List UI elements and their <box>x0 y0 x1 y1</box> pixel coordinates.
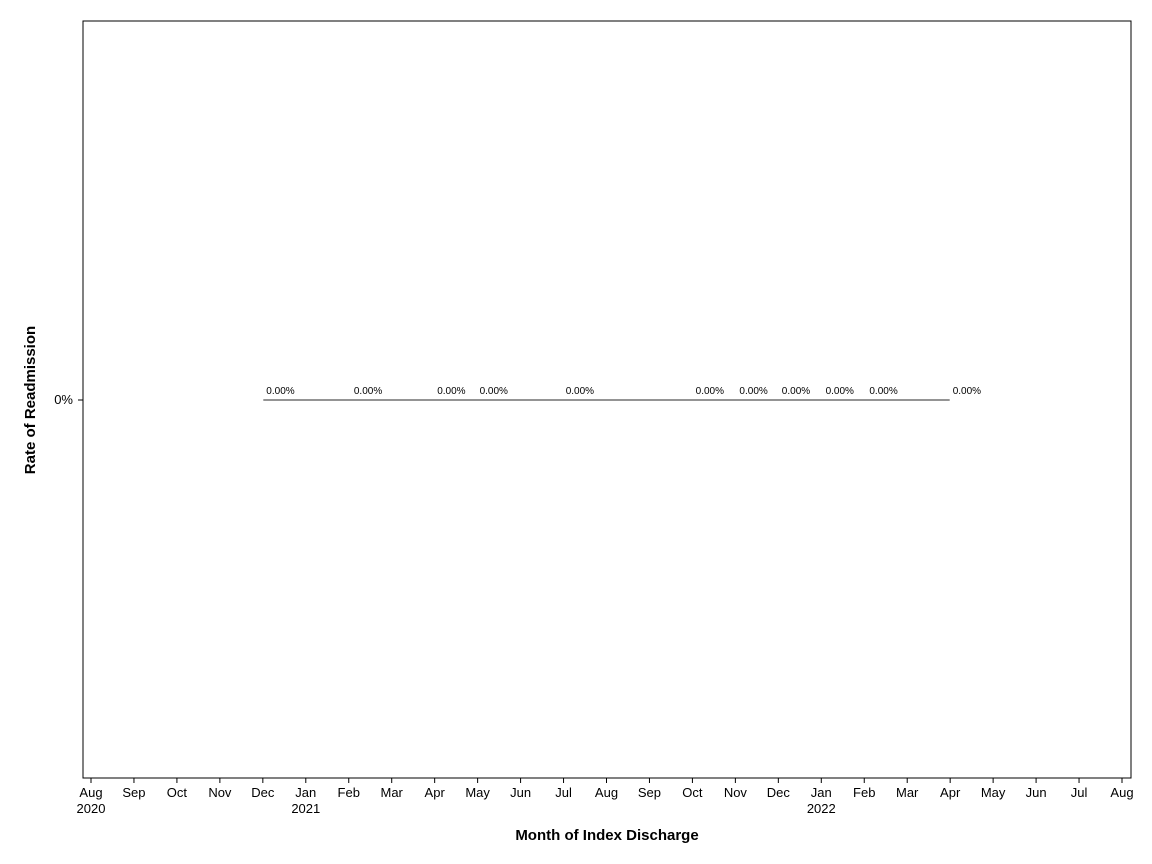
x-tick-label: Jun <box>510 785 531 800</box>
x-tick-label: Apr <box>940 785 961 800</box>
data-point-label: 0.00% <box>782 386 810 397</box>
x-tick-label: Sep <box>122 785 145 800</box>
data-point-label: 0.00% <box>437 386 465 397</box>
y-axis: 0% <box>54 392 83 407</box>
x-tick-label: Jul <box>555 785 572 800</box>
x-tick-label: Jun <box>1026 785 1047 800</box>
x-axis-title: Month of Index Discharge <box>515 827 698 844</box>
x-tick-label: Feb <box>853 785 875 800</box>
data-point-label: 0.00% <box>566 386 594 397</box>
x-tick-label: Nov <box>208 785 232 800</box>
x-tick-label: Mar <box>381 785 404 800</box>
x-tick-label: May <box>465 785 490 800</box>
data-point-label: 0.00% <box>826 386 854 397</box>
x-tick-label: Jan <box>811 785 832 800</box>
x-tick-label: Feb <box>338 785 360 800</box>
data-point-label: 0.00% <box>354 386 382 397</box>
data-point-label: 0.00% <box>739 386 767 397</box>
x-tick-label: Jan <box>295 785 316 800</box>
x-tick-label: Aug <box>595 785 618 800</box>
data-point-label: 0.00% <box>696 386 724 397</box>
x-tick-label: Mar <box>896 785 919 800</box>
y-axis-title: Rate of Readmission <box>22 326 39 474</box>
x-tick-label: Dec <box>251 785 275 800</box>
y-tick-label: 0% <box>54 392 73 407</box>
x-tick-label: Apr <box>425 785 446 800</box>
data-point-label: 0.00% <box>266 386 294 397</box>
x-tick-label: Jul <box>1071 785 1088 800</box>
x-tick-label: May <box>981 785 1006 800</box>
x-tick-label: Dec <box>767 785 791 800</box>
x-tick-label: Sep <box>638 785 661 800</box>
x-tick-label: Nov <box>724 785 748 800</box>
data-point-label: 0.00% <box>480 386 508 397</box>
x-tick-label: Oct <box>167 785 188 800</box>
x-tick-year-label: 2022 <box>807 801 836 816</box>
data-point-label: 0.00% <box>869 386 897 397</box>
data-point-label: 0.00% <box>953 386 981 397</box>
series-readmission-rate: 0.00% 0.00% 0.00% 0.00% 0.00% 0.00% 0.00% 0.00%… <box>263 386 981 401</box>
x-tick-year-label: 2021 <box>291 801 320 816</box>
x-tick-label: Aug <box>1110 785 1133 800</box>
x-tick-year-label: 2020 <box>77 801 106 816</box>
x-tick-label: Aug <box>79 785 102 800</box>
x-tick-label: Oct <box>682 785 703 800</box>
